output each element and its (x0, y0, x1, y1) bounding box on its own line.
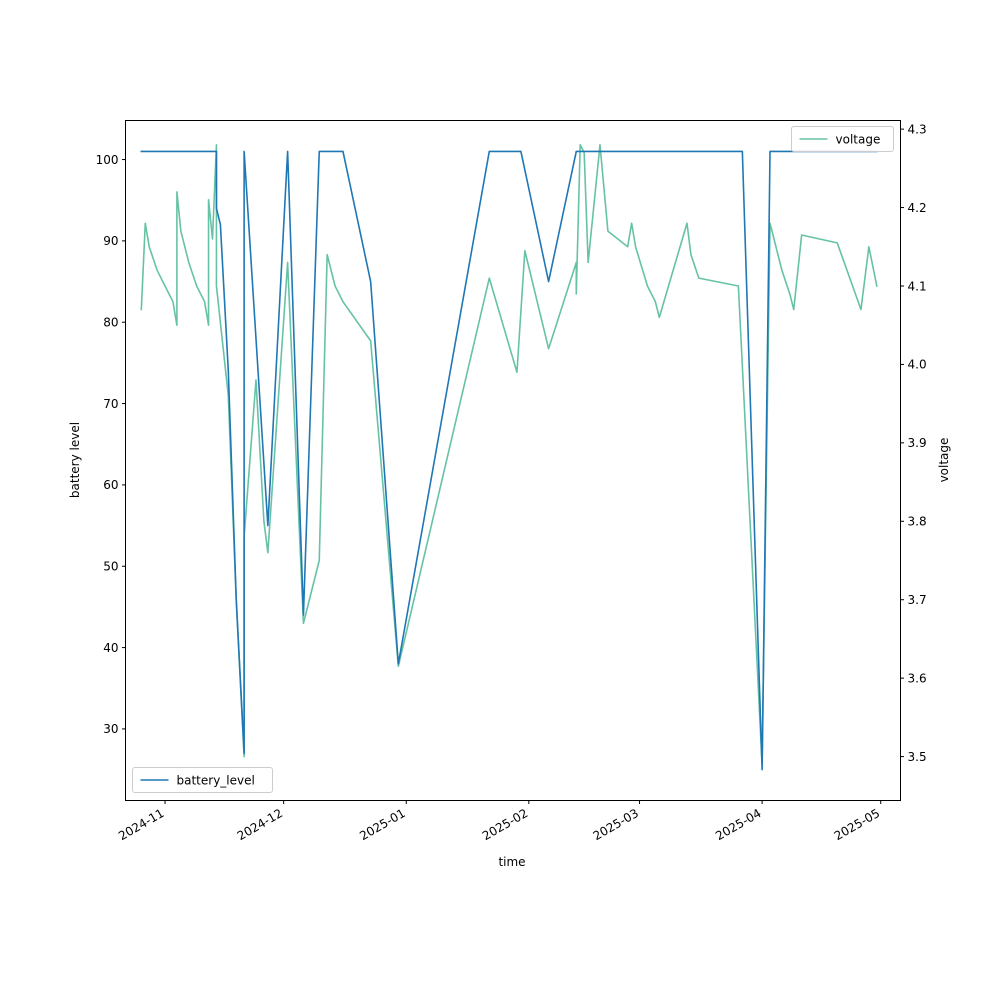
y-left-tick-label: 50 (103, 560, 118, 574)
series-line-voltage (140, 144, 878, 766)
y-right-tick-label: 3.5 (908, 750, 927, 764)
y-left-tick-label: 90 (103, 234, 118, 248)
y-right-tick-label: 3.6 (908, 671, 927, 685)
x-tick-label: 2025-04 (713, 806, 763, 843)
y-axis-left-label: battery level (68, 422, 82, 498)
x-axis-label: time (498, 855, 525, 869)
y-right-tick-label: 4.3 (908, 122, 927, 136)
x-tick-label: 2025-01 (357, 806, 407, 843)
y-right-tick-label: 4.0 (908, 358, 927, 372)
legend-voltage: voltage (791, 126, 894, 152)
y-left-tick-label: 60 (103, 478, 118, 492)
x-tick-label: 2024-11 (116, 806, 166, 843)
y-axis-right-label: voltage (937, 438, 951, 483)
y-right-tick-label: 3.8 (908, 515, 927, 529)
y-axis-right: 3.5 3.6 3.7 3.8 3.9 4.0 4.1 4.2 4.3 (900, 122, 927, 764)
y-left-tick-label: 40 (103, 641, 118, 655)
x-tick-label: 2025-05 (832, 806, 882, 843)
legend-label: battery_level (177, 774, 255, 788)
y-left-tick-label: 100 (96, 153, 119, 167)
y-left-tick-label: 70 (103, 397, 118, 411)
y-left-tick-label: 80 (103, 316, 118, 330)
x-tick-label: 2025-03 (591, 806, 641, 843)
x-tick-label: 2024-12 (235, 806, 285, 843)
y-right-tick-label: 3.7 (908, 593, 927, 607)
y-right-tick-label: 4.1 (908, 279, 927, 293)
legend-battery-level: battery_level (132, 767, 273, 793)
legends: battery_level voltage (132, 126, 894, 793)
y-left-tick-label: 30 (103, 722, 118, 736)
legend-box (132, 767, 273, 793)
plot-frame (125, 120, 901, 801)
y-axis-left: 30 40 50 60 70 80 90 100 (96, 153, 126, 736)
x-tick-label: 2025-02 (480, 806, 530, 843)
y-right-tick-label: 4.2 (908, 201, 927, 215)
x-axis: 2024-11 2024-12 2025-01 2025-02 2025-03 2025-… (116, 800, 882, 843)
legend-box (791, 126, 894, 152)
legend-label: voltage (836, 133, 881, 147)
y-right-tick-label: 3.9 (908, 436, 927, 450)
series-line-battery-level (140, 150, 878, 771)
series-layer (140, 144, 878, 771)
